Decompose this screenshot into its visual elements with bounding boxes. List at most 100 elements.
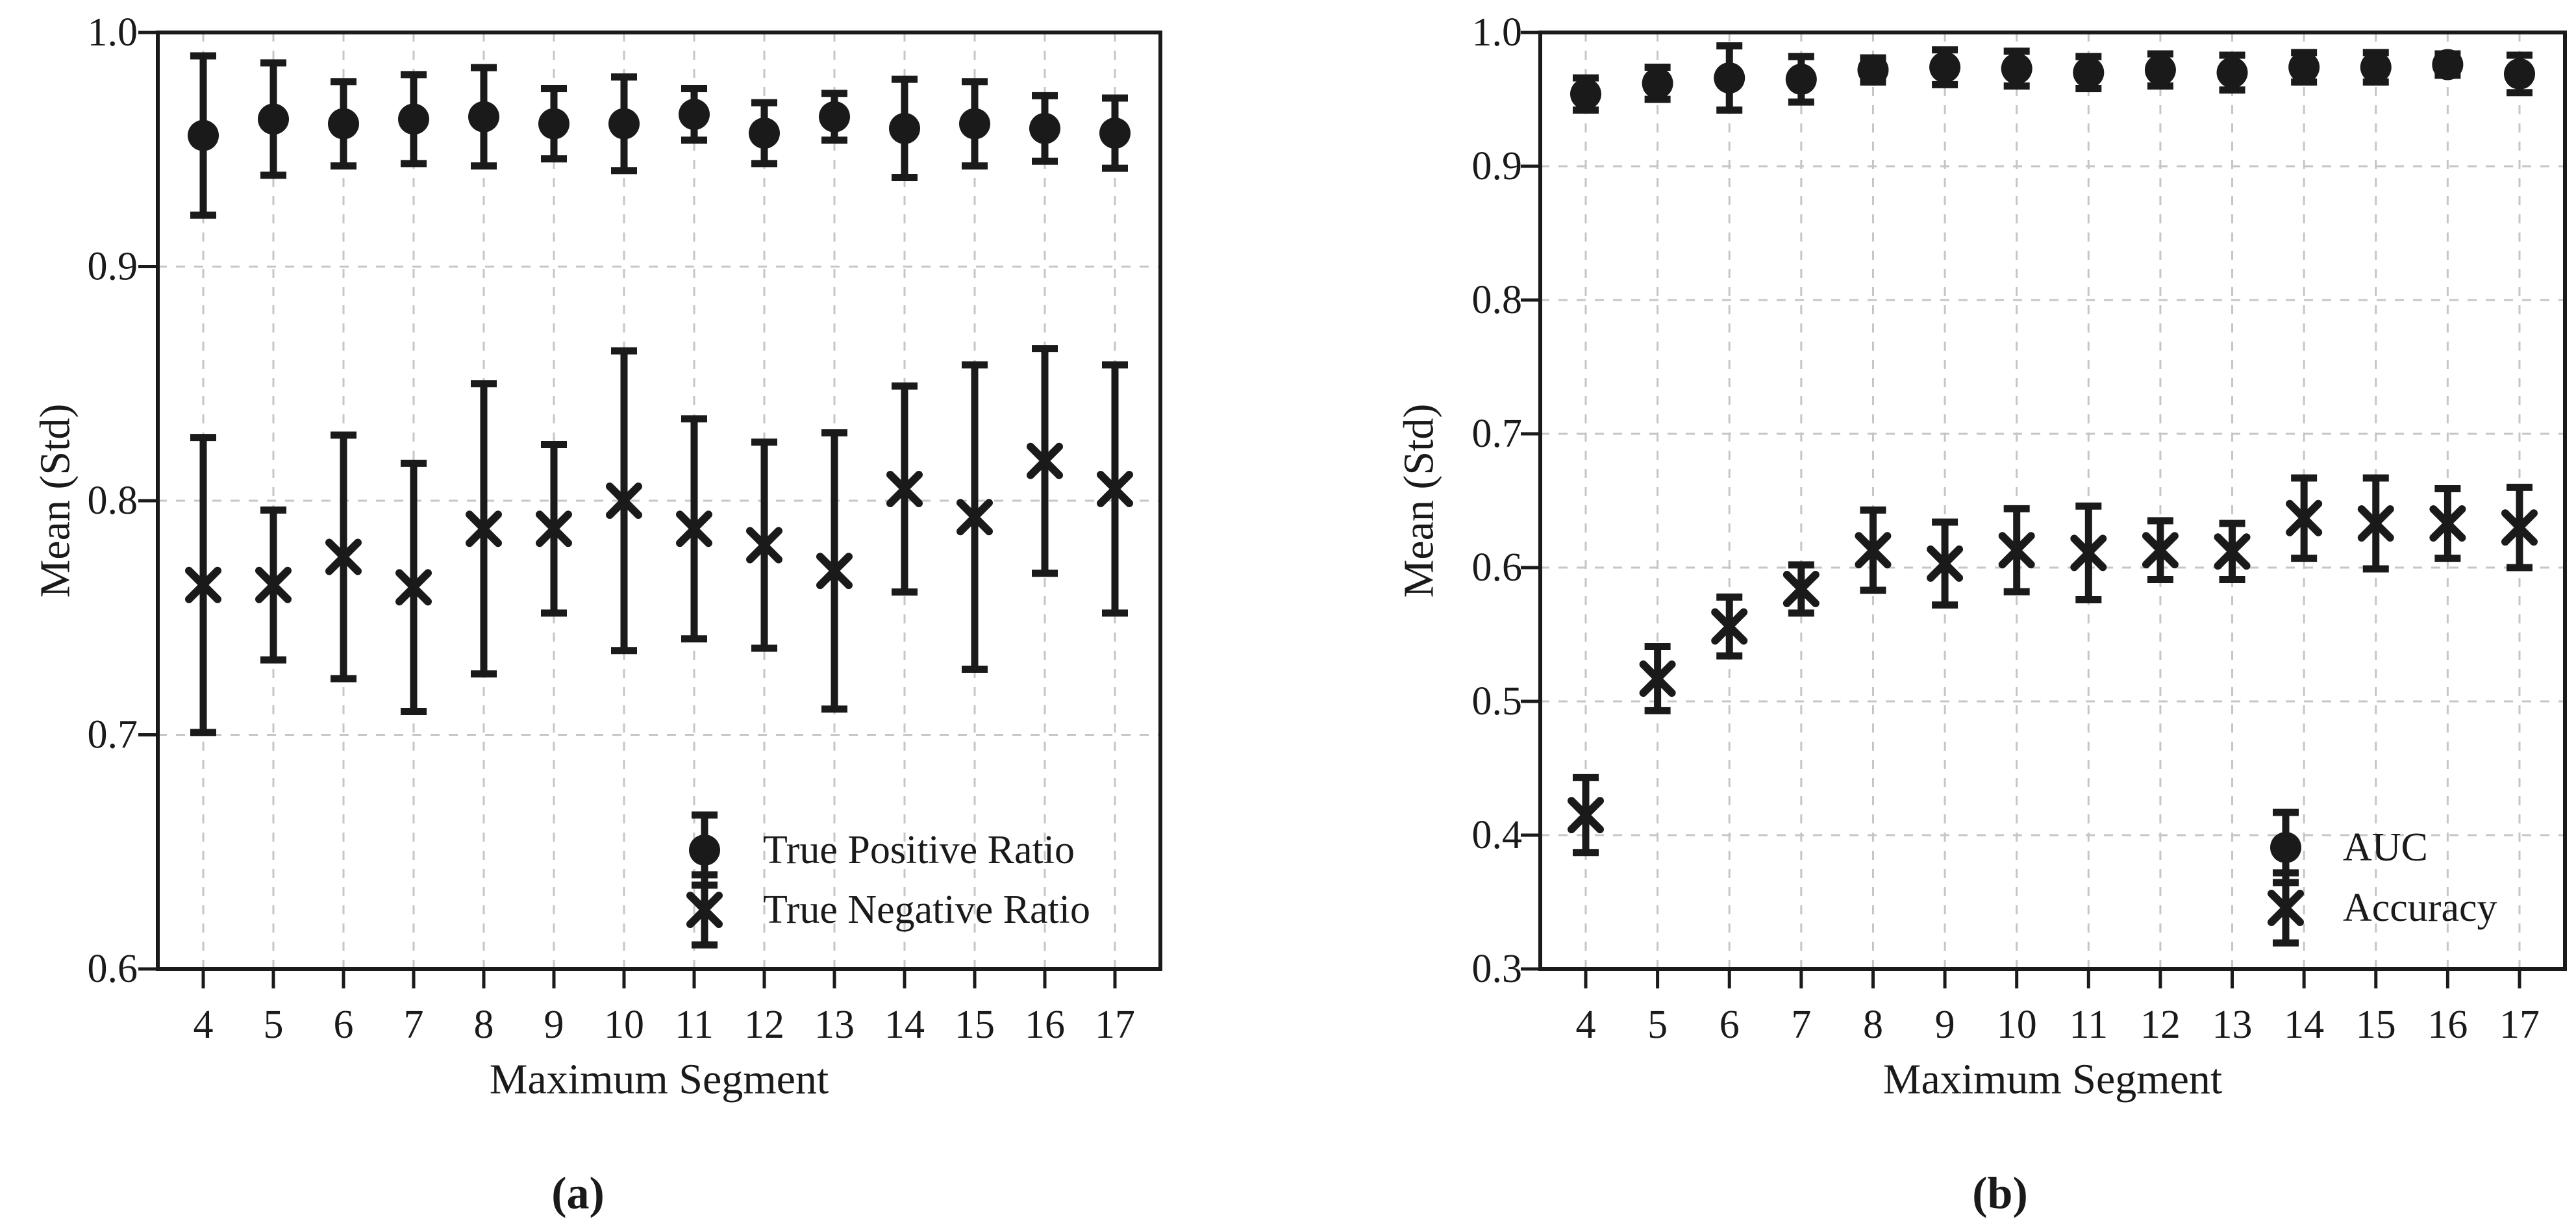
point-circle-marker <box>1785 64 1817 95</box>
point-x-marker <box>1998 532 2035 569</box>
y-axis-label: Mean (Std) <box>1395 404 1443 598</box>
point-circle-marker <box>679 99 710 131</box>
point-x-marker <box>2286 499 2323 536</box>
point-circle-marker <box>258 103 289 135</box>
x-tick-label: 15 <box>955 1003 995 1047</box>
point-circle-marker <box>1099 118 1131 149</box>
point-x-marker <box>2142 532 2179 569</box>
point-circle-marker <box>1929 51 1961 83</box>
point-x-marker <box>1097 470 1133 507</box>
series-a-1 <box>185 345 1133 736</box>
x-axis-label: Maximum Segment <box>490 1056 829 1103</box>
x-tick-label: 8 <box>474 1003 494 1047</box>
point-circle-marker <box>608 108 640 140</box>
series-b-0 <box>1570 42 2535 114</box>
x-tick-label: 4 <box>194 1003 214 1047</box>
x-tick-label: 5 <box>1647 1003 1668 1047</box>
point-circle-marker <box>2001 53 2032 84</box>
x-tick-label: 10 <box>1997 1003 2037 1047</box>
point-x-marker <box>2357 505 2394 542</box>
subfigure-caption: (a) <box>551 1169 605 1219</box>
y-tick-label: 0.7 <box>1472 412 1523 456</box>
grid-a <box>158 32 1160 969</box>
point-circle-marker <box>1029 112 1060 144</box>
point-x-marker <box>536 510 572 547</box>
x-tick-label: 6 <box>334 1003 354 1047</box>
point-x-marker <box>2214 533 2251 570</box>
point-circle-marker <box>2504 58 2535 90</box>
chart-a-true-positive-negative-ratio: 0.6 0.7 0.8 0.9 1.0 4 5 6 7 8 9 10 11 12 13 14 15 16 17 Tru… <box>32 10 1162 1219</box>
x-tick-label: 14 <box>884 1003 925 1047</box>
point-x-marker <box>606 483 642 519</box>
point-x-marker <box>255 566 292 603</box>
legend-label: True Negative Ratio <box>763 888 1090 932</box>
point-x-marker <box>466 510 502 547</box>
point-x-marker <box>816 553 853 590</box>
point-x-marker <box>1639 660 1676 697</box>
plot-frame-b <box>1538 31 2567 971</box>
x-tick-label: 7 <box>1791 1003 1811 1047</box>
x-tick-label: 5 <box>264 1003 284 1047</box>
point-circle-marker <box>1857 54 1889 86</box>
point-circle-marker <box>1714 62 1745 94</box>
x-tick-label: 17 <box>2499 1003 2540 1047</box>
point-circle-marker <box>749 118 780 149</box>
x-tick-label: 7 <box>404 1003 424 1047</box>
chart-b-auc-accuracy: 0.3 0.4 0.5 0.6 0.7 0.8 0.9 1.0 4 5 6 7 8 9 10 11 12 13 14… <box>1395 10 2567 1219</box>
y-tick-label: 0.6 <box>88 947 138 991</box>
y-tick-label: 0.7 <box>88 713 138 757</box>
point-x-marker <box>1711 608 1748 645</box>
x-tick-label: 9 <box>1935 1003 1955 1047</box>
point-circle-marker <box>2360 51 2392 83</box>
subfigure-caption: (b) <box>1972 1169 2028 1219</box>
grid-b <box>1540 32 2565 969</box>
x-tick-label: 15 <box>2356 1003 2396 1047</box>
point-x-marker <box>1855 532 1892 569</box>
y-tick-label: 1.0 <box>1472 10 1523 55</box>
point-x-marker <box>2429 505 2466 542</box>
point-x-marker <box>1927 545 1964 582</box>
legend-a: True Positive Ratio True Negative Ratio <box>686 811 1090 949</box>
point-circle-marker <box>889 112 920 144</box>
point-circle-marker <box>819 101 850 132</box>
x-tick-label: 4 <box>1576 1003 1596 1047</box>
point-x-marker <box>1568 797 1604 834</box>
point-circle-marker <box>328 108 359 140</box>
y-tick-label: 0.6 <box>1472 546 1523 590</box>
y-tick-label: 0.5 <box>1472 679 1523 723</box>
series-a-0 <box>188 52 1131 219</box>
point-circle-marker <box>2288 51 2320 83</box>
point-x-marker <box>2070 534 2107 571</box>
point-circle-marker <box>538 108 569 140</box>
point-x-marker <box>886 470 923 507</box>
point-x-marker <box>325 538 362 575</box>
legend-label: Accuracy <box>2343 886 2497 930</box>
x-tick-label: 8 <box>1863 1003 1883 1047</box>
point-circle-marker <box>2144 54 2176 86</box>
x-tick-label: 10 <box>604 1003 644 1047</box>
legend-label: AUC <box>2343 825 2428 870</box>
x-tick-label: 12 <box>744 1003 784 1047</box>
point-circle-marker <box>188 119 219 151</box>
point-circle-marker <box>2432 49 2464 81</box>
point-x-marker <box>746 527 782 564</box>
point-circle-marker <box>2216 56 2248 88</box>
point-x-marker <box>1027 442 1063 479</box>
y-tick-label: 0.9 <box>1472 144 1523 188</box>
x-tick-label: 17 <box>1095 1003 1135 1047</box>
legend-glyph-x-marker <box>2268 890 2304 926</box>
y-tick-label: 0.8 <box>1472 278 1523 322</box>
point-circle-marker <box>2073 56 2105 88</box>
point-x-marker <box>185 566 221 603</box>
ticks-a: 0.6 0.7 0.8 0.9 1.0 4 5 6 7 8 9 10 11 12 13 14 15 16 17 <box>88 10 1136 1047</box>
x-tick-label: 12 <box>2140 1003 2181 1047</box>
legend-b: AUC Accuracy <box>2268 809 2497 947</box>
point-x-marker <box>1782 570 1819 607</box>
point-x-marker <box>957 499 993 536</box>
legend-glyph-circle-marker <box>2270 832 2301 863</box>
point-circle-marker <box>1642 68 1673 99</box>
x-tick-label: 11 <box>2069 1003 2108 1047</box>
point-x-marker <box>395 569 432 606</box>
